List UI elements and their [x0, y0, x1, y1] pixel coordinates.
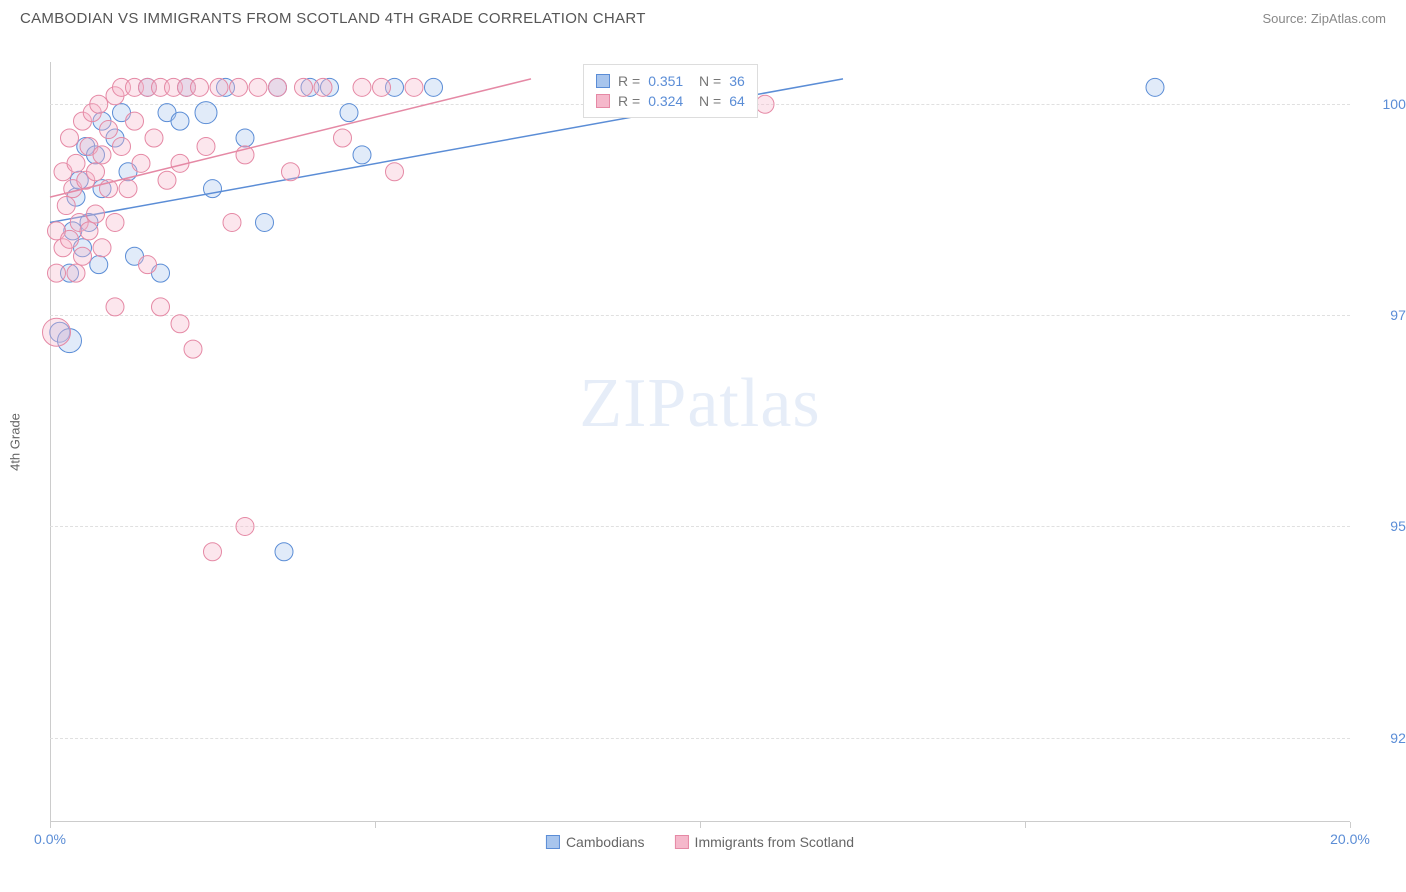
scatter-point: [425, 78, 443, 96]
x-tick-label: 20.0%: [1330, 831, 1370, 847]
scatter-point: [249, 78, 267, 96]
scatter-point: [353, 78, 371, 96]
stats-r-value: 0.324: [648, 93, 683, 109]
scatter-point: [87, 163, 105, 181]
scatter-point: [405, 78, 423, 96]
y-tick-label: 92.5%: [1390, 730, 1406, 746]
legend-label: Cambodians: [566, 834, 645, 850]
scatter-point: [113, 137, 131, 155]
scatter-point: [197, 137, 215, 155]
scatter-point: [158, 171, 176, 189]
scatter-point: [269, 78, 287, 96]
legend-label: Immigrants from Scotland: [695, 834, 855, 850]
x-tick-label: 0.0%: [34, 831, 66, 847]
chart-title: CAMBODIAN VS IMMIGRANTS FROM SCOTLAND 4T…: [20, 10, 646, 27]
x-tick-mark: [375, 822, 376, 828]
scatter-point: [126, 112, 144, 130]
stats-n-value: 36: [729, 73, 745, 89]
scatter-point: [67, 154, 85, 172]
scatter-point: [132, 154, 150, 172]
scatter-point: [106, 213, 124, 231]
y-axis-label: 4th Grade: [8, 413, 23, 471]
scatter-point: [204, 543, 222, 561]
scatter-point: [106, 298, 124, 316]
scatter-point: [74, 247, 92, 265]
legend-item: Cambodians: [546, 834, 645, 850]
stats-swatch: [596, 74, 610, 88]
scatter-svg: [50, 62, 1350, 822]
plot-area: 92.5%95.0%97.5%100.0% 0.0%20.0% ZIPatlas…: [50, 62, 1350, 822]
scatter-point: [67, 264, 85, 282]
scatter-point: [93, 146, 111, 164]
x-tick-mark: [50, 822, 51, 828]
legend-item: Immigrants from Scotland: [675, 834, 855, 850]
scatter-point: [48, 264, 66, 282]
scatter-point: [87, 205, 105, 223]
chart-header: CAMBODIAN VS IMMIGRANTS FROM SCOTLAND 4T…: [0, 0, 1406, 33]
scatter-point: [119, 180, 137, 198]
scatter-point: [43, 318, 71, 346]
scatter-point: [139, 256, 157, 274]
stats-r-label: R =: [618, 93, 640, 109]
scatter-point: [340, 104, 358, 122]
x-tick-mark: [1025, 822, 1026, 828]
scatter-point: [100, 121, 118, 139]
scatter-point: [334, 129, 352, 147]
y-tick-label: 97.5%: [1390, 307, 1406, 323]
scatter-point: [282, 163, 300, 181]
scatter-point: [204, 180, 222, 198]
y-tick-label: 95.0%: [1390, 518, 1406, 534]
scatter-point: [223, 213, 241, 231]
scatter-point: [61, 129, 79, 147]
chart-container: 4th Grade 92.5%95.0%97.5%100.0% 0.0%20.0…: [50, 62, 1350, 822]
legend-swatch: [546, 835, 560, 849]
scatter-point: [171, 315, 189, 333]
scatter-point: [57, 197, 75, 215]
stats-box: R = 0.351 N = 36R = 0.324 N = 64: [583, 64, 758, 118]
scatter-point: [353, 146, 371, 164]
stats-r-label: R =: [618, 73, 640, 89]
scatter-point: [1146, 78, 1164, 96]
stats-row: R = 0.351 N = 36: [596, 71, 745, 91]
stats-r-value: 0.351: [648, 73, 683, 89]
stats-n-label: N =: [691, 73, 721, 89]
scatter-point: [230, 78, 248, 96]
x-tick-mark: [1350, 822, 1351, 828]
scatter-point: [145, 129, 163, 147]
stats-n-label: N =: [691, 93, 721, 109]
scatter-point: [171, 112, 189, 130]
scatter-point: [191, 78, 209, 96]
scatter-point: [295, 78, 313, 96]
scatter-point: [236, 517, 254, 535]
scatter-point: [314, 78, 332, 96]
scatter-point: [373, 78, 391, 96]
stats-n-value: 64: [729, 93, 745, 109]
scatter-point: [256, 213, 274, 231]
scatter-point: [61, 230, 79, 248]
y-tick-label: 100.0%: [1383, 96, 1406, 112]
legend: Cambodians Immigrants from Scotland: [546, 834, 854, 850]
stats-swatch: [596, 94, 610, 108]
stats-row: R = 0.324 N = 64: [596, 91, 745, 111]
scatter-point: [236, 129, 254, 147]
x-tick-mark: [700, 822, 701, 828]
scatter-point: [90, 95, 108, 113]
scatter-point: [386, 163, 404, 181]
scatter-point: [80, 222, 98, 240]
source-label: Source: ZipAtlas.com: [1262, 11, 1386, 26]
legend-swatch: [675, 835, 689, 849]
scatter-point: [90, 256, 108, 274]
scatter-point: [195, 102, 217, 124]
scatter-point: [756, 95, 774, 113]
scatter-point: [152, 298, 170, 316]
scatter-point: [93, 239, 111, 257]
scatter-point: [210, 78, 228, 96]
scatter-point: [275, 543, 293, 561]
scatter-point: [184, 340, 202, 358]
